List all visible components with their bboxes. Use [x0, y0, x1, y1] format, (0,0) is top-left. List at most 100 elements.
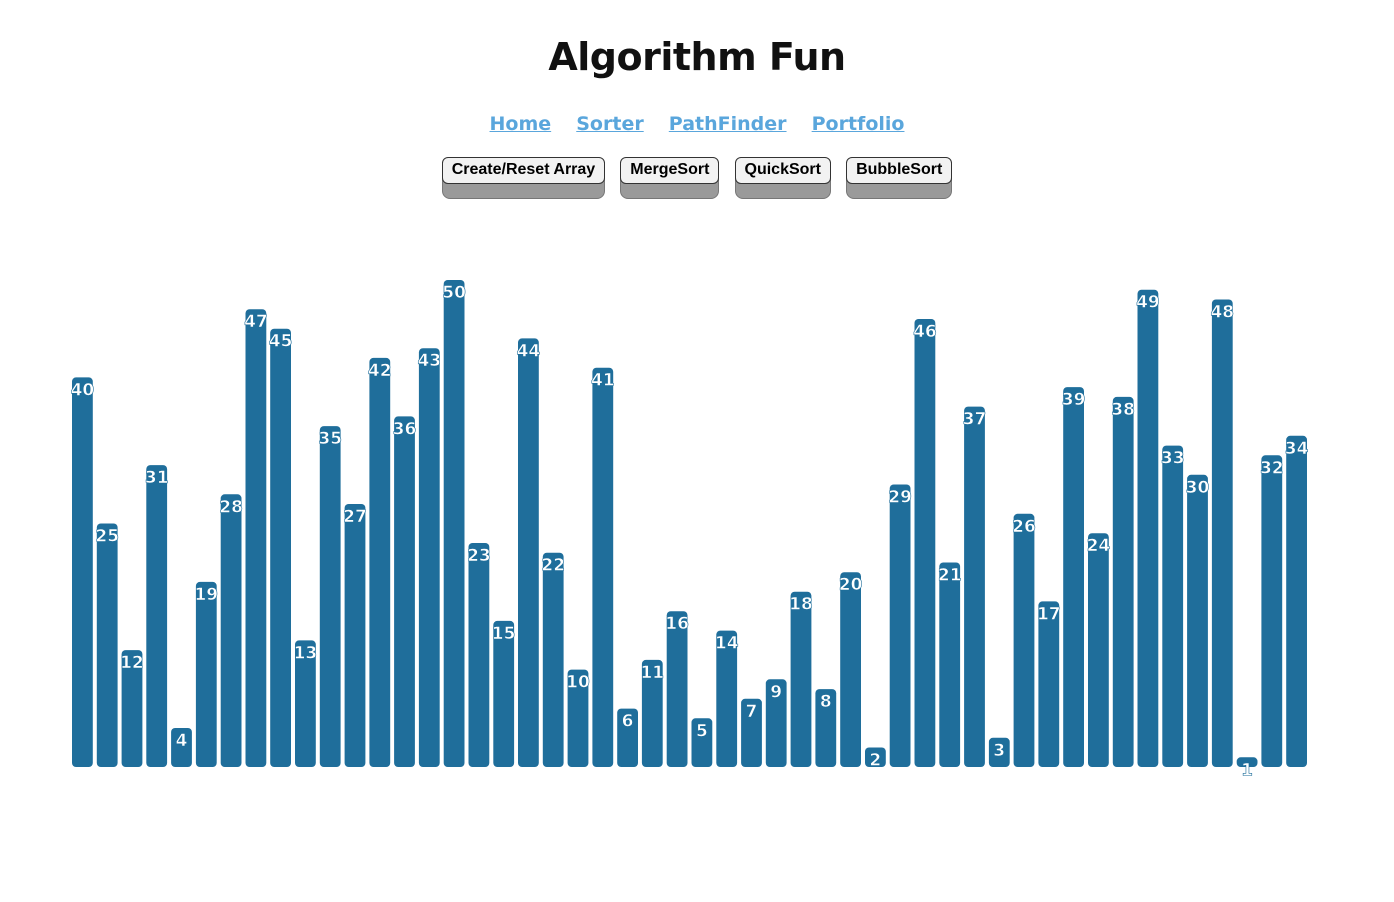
- bar-value-label: 1: [1241, 760, 1253, 780]
- button-label: Create/Reset Array: [441, 157, 606, 184]
- bar-value-label: 26: [1012, 517, 1036, 537]
- bar-value-label: 33: [1161, 449, 1185, 469]
- array-bar: [865, 747, 886, 767]
- bar-value-label: 23: [467, 546, 491, 566]
- bar-value-label: 7: [745, 702, 757, 722]
- bar-value-label: 47: [244, 312, 268, 332]
- quicksort-button[interactable]: QuickSort: [734, 157, 831, 199]
- bubblesort-button[interactable]: BubbleSort: [846, 157, 953, 199]
- page-title: Algorithm Fun: [548, 35, 846, 79]
- array-bar: [1261, 455, 1283, 767]
- bar-value-label: 25: [95, 527, 119, 547]
- bar-value-label: 32: [1260, 458, 1284, 478]
- bar-value-label: 50: [442, 283, 466, 303]
- button-label: MergeSort: [620, 157, 720, 184]
- nav-link-sorter[interactable]: Sorter: [576, 113, 644, 135]
- array-bar: [72, 377, 93, 767]
- array-bar: [765, 679, 787, 767]
- array-bar: [418, 348, 440, 767]
- create-reset-array-button[interactable]: Create/Reset Array: [441, 157, 606, 199]
- button-label: BubbleSort: [846, 157, 953, 184]
- bar-value-label: 43: [417, 351, 441, 371]
- bar-value-label: 30: [1186, 478, 1210, 498]
- array-bar: [964, 406, 985, 767]
- array-bar: [815, 689, 837, 767]
- array-bar: [468, 543, 490, 767]
- bar-value-label: 11: [640, 663, 664, 683]
- array-bar: [1137, 289, 1159, 767]
- array-bar: [641, 659, 663, 767]
- bar-value-label: 12: [120, 653, 144, 673]
- nav-bar: Home Sorter PathFinder Portfolio: [0, 113, 1394, 135]
- bar-value-label: 6: [622, 712, 634, 732]
- array-bar: [1038, 601, 1060, 767]
- array-bar: [939, 562, 961, 767]
- array-bar: [245, 309, 267, 767]
- nav-link-home[interactable]: Home: [489, 113, 552, 135]
- bar-value-label: 8: [820, 692, 832, 712]
- bar-value-label: 9: [770, 682, 782, 702]
- array-bar: [121, 650, 143, 767]
- bar-value-label: 2: [869, 751, 881, 771]
- bar-value-label: 40: [71, 380, 95, 400]
- bar-value-label: 4: [176, 731, 188, 751]
- bar-value-label: 15: [492, 624, 516, 644]
- array-bar: [691, 718, 713, 767]
- bar-value-label: 39: [1062, 390, 1086, 410]
- bar-value-label: 48: [1210, 303, 1234, 323]
- array-bar: [146, 465, 168, 767]
- array-bar: [319, 426, 341, 767]
- bar-value-label: 37: [963, 410, 987, 430]
- array-bar: [567, 669, 589, 767]
- bar-value-label: 38: [1111, 400, 1135, 420]
- bar-value-label: 19: [194, 585, 218, 605]
- array-bar: [394, 416, 415, 767]
- array-bar: [542, 552, 564, 767]
- array-bar: [988, 737, 1010, 767]
- nav-link-portfolio[interactable]: Portfolio: [811, 113, 905, 135]
- array-bar: [666, 611, 688, 767]
- bar-value-label: 31: [145, 468, 169, 488]
- array-bar: [840, 572, 861, 767]
- bar-value-label: 28: [219, 497, 243, 517]
- bar-value-label: 10: [566, 673, 590, 693]
- bar-value-label: 5: [696, 721, 708, 741]
- array-bar: [592, 367, 614, 767]
- bar-value-label: 27: [343, 507, 367, 527]
- bar-value-label: 29: [888, 488, 912, 508]
- array-bar: [1187, 474, 1208, 767]
- bar-value-label: 44: [517, 341, 541, 361]
- array-bar: [171, 728, 192, 767]
- array-bar: [369, 357, 391, 767]
- bar-value-label: 16: [665, 614, 689, 634]
- array-bar: [443, 280, 465, 767]
- toolbar: Create/Reset Array MergeSort QuickSort B…: [0, 157, 1394, 199]
- bar-value-label: 36: [393, 419, 417, 439]
- bar-value-label: 17: [1037, 604, 1061, 624]
- bar-value-label: 34: [1285, 439, 1309, 459]
- bar-value-label: 3: [993, 741, 1005, 761]
- bar-value-label: 41: [591, 371, 615, 391]
- array-bar: [716, 630, 738, 767]
- bar-value-label: 22: [541, 556, 565, 576]
- array-bar: [344, 504, 366, 767]
- button-label: QuickSort: [734, 157, 831, 184]
- nav-link-pathfinder[interactable]: PathFinder: [668, 113, 787, 135]
- bar-value-label: 49: [1136, 293, 1160, 313]
- array-bar: [1286, 435, 1307, 767]
- bar-value-label: 46: [913, 322, 937, 342]
- array-bar: [889, 484, 911, 767]
- array-bar: [1211, 299, 1233, 767]
- array-bar: [518, 338, 539, 767]
- array-bar: [790, 591, 812, 767]
- bar-value-label: 14: [715, 634, 739, 654]
- bar-value-label: 20: [839, 575, 863, 595]
- bar-value-label: 45: [269, 332, 293, 352]
- bar-value-label: 35: [318, 429, 342, 449]
- array-bar: [1088, 533, 1109, 767]
- mergesort-button[interactable]: MergeSort: [620, 157, 720, 199]
- bar-value-label: 18: [789, 595, 813, 615]
- array-bar: [914, 319, 936, 767]
- array-bar: [220, 494, 242, 767]
